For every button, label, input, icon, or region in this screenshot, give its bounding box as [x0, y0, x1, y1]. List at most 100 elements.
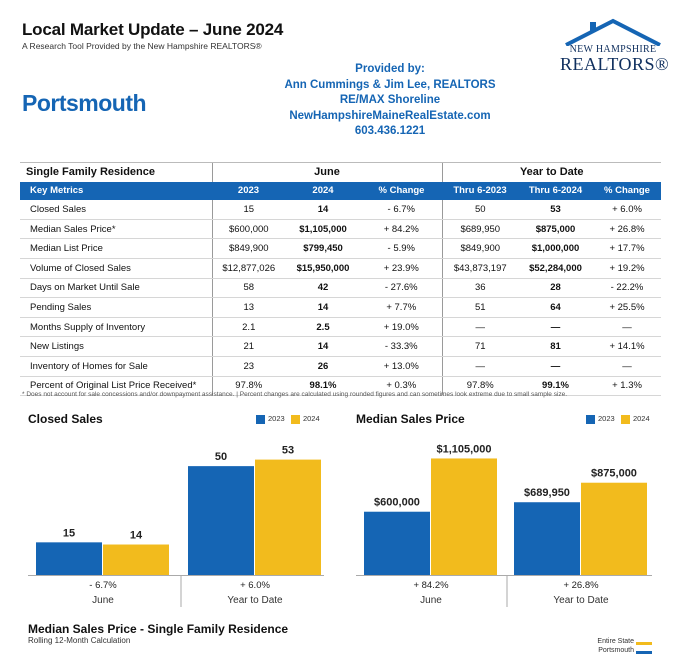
logo-text-state: NEW HAMPSHIRE	[569, 44, 657, 55]
metric-value: 15	[211, 200, 285, 220]
bar-2024-0	[103, 544, 169, 575]
metric-name: Days on Market Until Sale	[20, 278, 212, 299]
metric-value: —	[593, 356, 661, 377]
col-2023: 2023	[212, 181, 285, 201]
metric-value: + 19.0%	[361, 317, 442, 338]
metric-value: 14	[285, 336, 361, 357]
metric-value: + 1.3%	[593, 376, 661, 397]
table-row: New Listings 21 14- 33.3% 71 81 + 14.1%	[20, 336, 661, 357]
metric-name: Median Sales Price*	[20, 219, 212, 240]
metric-value: $689,950	[441, 219, 518, 240]
metric-value: - 33.3%	[361, 336, 442, 357]
group-june: June	[211, 161, 442, 182]
percent-change-label: + 84.2%	[413, 580, 449, 591]
table-row: Median List Price $849,900 $799,450- 5.9% $…	[20, 238, 661, 259]
closed-sales-chart: 15 14 - 6.7% June 50 53 + 6.0% Year to Date	[28, 445, 324, 607]
metric-value: - 5.9%	[361, 238, 442, 259]
section-label: Single Family Residence	[20, 161, 212, 182]
metric-value: 97.8%	[441, 376, 518, 397]
metric-value: 28	[518, 278, 593, 299]
median-sales-price-chart-title: Median Sales Price	[356, 412, 465, 426]
metric-name: Volume of Closed Sales	[20, 258, 212, 279]
legend-label-2024: 2024	[632, 414, 650, 423]
metric-value: + 17.7%	[593, 238, 661, 259]
metric-value: - 27.6%	[361, 278, 442, 299]
col-ytd-change: % Change	[593, 181, 661, 201]
metric-value: 58	[211, 278, 285, 299]
bar-2024-1	[255, 459, 321, 575]
metric-value: 14	[285, 200, 361, 220]
metric-value: —	[441, 317, 518, 338]
closed-sales-legend: 2023 2024	[256, 414, 320, 424]
col-thru-2024: Thru 6-2024	[518, 181, 593, 201]
phone-number: 603.436.1221	[354, 125, 426, 137]
metric-value: + 25.5%	[593, 297, 661, 318]
table-row: Percent of Original List Price Received*…	[20, 376, 661, 397]
table-column-header: Key Metrics 2023 2024 % Change Thru 6-20…	[20, 181, 661, 201]
metric-value: 64	[518, 297, 593, 318]
col-june-change: % Change	[361, 181, 442, 201]
legend-swatch-2023	[586, 414, 595, 424]
legend-label-2023: 2023	[268, 414, 285, 423]
metric-name: Median List Price	[20, 238, 212, 259]
metric-value: + 26.8%	[593, 219, 661, 240]
metric-value: - 6.7%	[361, 200, 442, 220]
category-label: June	[420, 595, 442, 606]
metric-value: 97.8%	[211, 376, 285, 397]
legend-swatch-2023	[256, 414, 265, 424]
bar-value-label: 14	[130, 530, 143, 542]
metric-value: 99.1%	[518, 376, 593, 397]
bar-2024-1	[581, 482, 647, 575]
metric-value: $849,900	[211, 238, 285, 259]
bar-2024-0	[431, 458, 497, 575]
median-price-legend: 2023 2024	[586, 414, 650, 424]
provided-by-block: Provided by: Ann Cummings & Jim Lee, REA…	[270, 62, 510, 140]
metric-value: 26	[285, 356, 361, 377]
rolling-chart-title: Median Sales Price - Single Family Resid…	[28, 622, 289, 636]
metric-value: + 6.0%	[593, 200, 661, 220]
metric-name: Inventory of Homes for Sale	[20, 356, 212, 377]
category-label: Year to Date	[553, 595, 609, 606]
metric-value: $12,877,026	[211, 258, 285, 279]
metric-value: 2.5	[285, 317, 361, 338]
website-link[interactable]: NewHampshireMaineRealEstate.com	[289, 109, 491, 122]
col-key-metrics: Key Metrics	[20, 181, 212, 201]
metric-value: —	[593, 317, 661, 338]
metric-name: Months Supply of Inventory	[20, 317, 212, 338]
table-row: Months Supply of Inventory 2.1 2.5 + 19.0% —…	[20, 317, 661, 338]
brokerage: RE/MAX Shoreline	[339, 94, 441, 106]
bar-value-label: 15	[63, 527, 75, 539]
table-row: Pending Sales 13 14 + 7.7% 51 64 + 25.5%	[20, 297, 661, 318]
metric-value: + 14.1%	[593, 336, 661, 357]
table-row: Median Sales Price* $600,000 $1,105,000 + 8…	[20, 219, 661, 240]
bar-value-label: $875,000	[591, 468, 637, 480]
metric-name: New Listings	[20, 336, 212, 357]
bar-2023-0	[364, 511, 430, 575]
metric-value: —	[518, 317, 593, 338]
legend-label-portsmouth: Portsmouth	[598, 647, 634, 654]
metric-value: $600,000	[211, 219, 285, 240]
table-footnote: * Does not account for sale concessions …	[22, 391, 568, 398]
metric-value: - 22.2%	[593, 278, 661, 299]
metric-value: 23	[211, 356, 285, 377]
bar-value-label: 53	[282, 445, 294, 457]
percent-change-label: - 6.7%	[89, 580, 117, 591]
category-label: Year to Date	[227, 595, 283, 606]
logo-text-realtors: REALTORS®	[560, 54, 670, 74]
city-name: Portsmouth	[22, 90, 147, 116]
category-label: June	[92, 595, 114, 606]
legend-swatch-2024	[620, 414, 630, 424]
group-ytd: Year to Date	[441, 161, 661, 182]
metric-value: 36	[441, 278, 518, 299]
metric-value: $799,450	[285, 238, 361, 259]
bar-2023-1	[188, 466, 254, 575]
metric-value: 2.1	[211, 317, 285, 338]
metric-value: 50	[441, 200, 518, 220]
metric-value: 42	[285, 278, 361, 299]
bar-value-label: 50	[215, 451, 227, 463]
legend-line-entire-state	[636, 642, 652, 645]
agent-names: Ann Cummings & Jim Lee, REALTORS	[284, 78, 496, 91]
metric-value: 98.1%	[285, 376, 361, 397]
metric-value: 21	[211, 336, 285, 357]
page-title: Local Market Update – June 2024	[22, 20, 284, 39]
